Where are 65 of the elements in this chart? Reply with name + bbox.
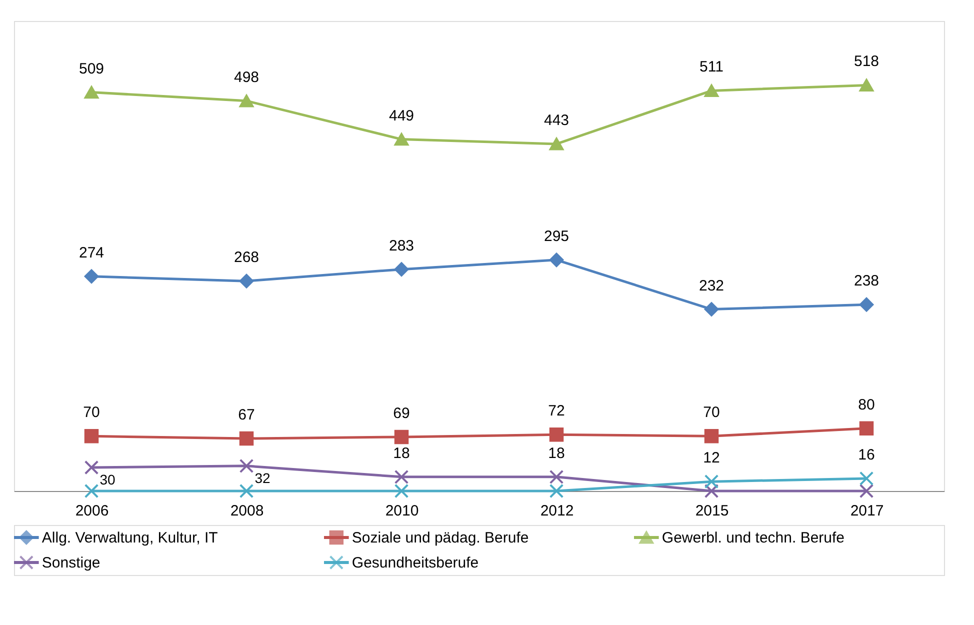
point [394, 262, 409, 276]
point [549, 252, 564, 268]
legend-label: Soziale und pädag. Berufe [352, 530, 529, 546]
point [84, 269, 99, 284]
data-label: 283 [388, 237, 414, 254]
data-label: 16 [858, 446, 875, 464]
legend-label: Allg. Verwaltung, Kultur, IT [42, 530, 218, 546]
point [394, 430, 409, 444]
point [704, 302, 719, 316]
data-label: 509 [78, 60, 104, 78]
point [84, 484, 99, 498]
data-label: 238 [854, 272, 880, 290]
point [549, 427, 564, 442]
point [549, 470, 564, 484]
point [394, 470, 409, 484]
x-tick-label: 2017 [850, 502, 884, 520]
point [239, 274, 254, 288]
data-label: 80 [858, 396, 875, 414]
legend-label: Sonstige [42, 554, 100, 572]
point [394, 132, 409, 146]
legend-label: Gewerbl. und techn. Berufe [662, 530, 845, 546]
legend-label: Gesundheitsberufe [352, 554, 479, 572]
point [84, 460, 99, 475]
point [549, 484, 564, 498]
data-label: 72 [548, 402, 565, 420]
data-label: 511 [700, 58, 724, 76]
data-label: 498 [234, 68, 260, 86]
point [859, 471, 874, 486]
data-label: 518 [854, 53, 880, 70]
point [239, 484, 254, 498]
x-tick-label: 2006 [75, 502, 109, 520]
point [549, 138, 564, 150]
data-label: 274 [78, 244, 104, 262]
data-label: 268 [234, 249, 260, 266]
data-label: 18 [393, 444, 410, 462]
point [84, 86, 99, 99]
data-label: 69 [393, 404, 410, 422]
data-label: 449 [388, 107, 414, 124]
x-tick-label: 2015 [695, 502, 729, 520]
point [859, 297, 874, 312]
data-label: 30 [100, 472, 116, 488]
x-tick-label: 2010 [385, 502, 419, 520]
x-tick-label: 2012 [540, 502, 574, 520]
data-label: 70 [83, 404, 100, 422]
data-label: 295 [544, 228, 570, 245]
data-label: 443 [544, 112, 570, 129]
point [239, 94, 254, 108]
point [704, 429, 719, 444]
data-label: 12 [703, 450, 720, 467]
point [704, 474, 719, 489]
point [84, 429, 99, 444]
point [704, 484, 719, 498]
point [239, 458, 254, 474]
data-label: 67 [238, 406, 255, 424]
point [239, 431, 254, 446]
point [859, 484, 874, 498]
point [859, 78, 874, 92]
data-label: 18 [548, 444, 565, 462]
x-tick-label: 2008 [230, 502, 264, 520]
point [859, 421, 874, 436]
data-label: 32 [254, 470, 270, 486]
point [704, 84, 719, 98]
data-label: 70 [703, 404, 720, 422]
point [394, 484, 409, 498]
data-label: 232 [698, 277, 724, 294]
